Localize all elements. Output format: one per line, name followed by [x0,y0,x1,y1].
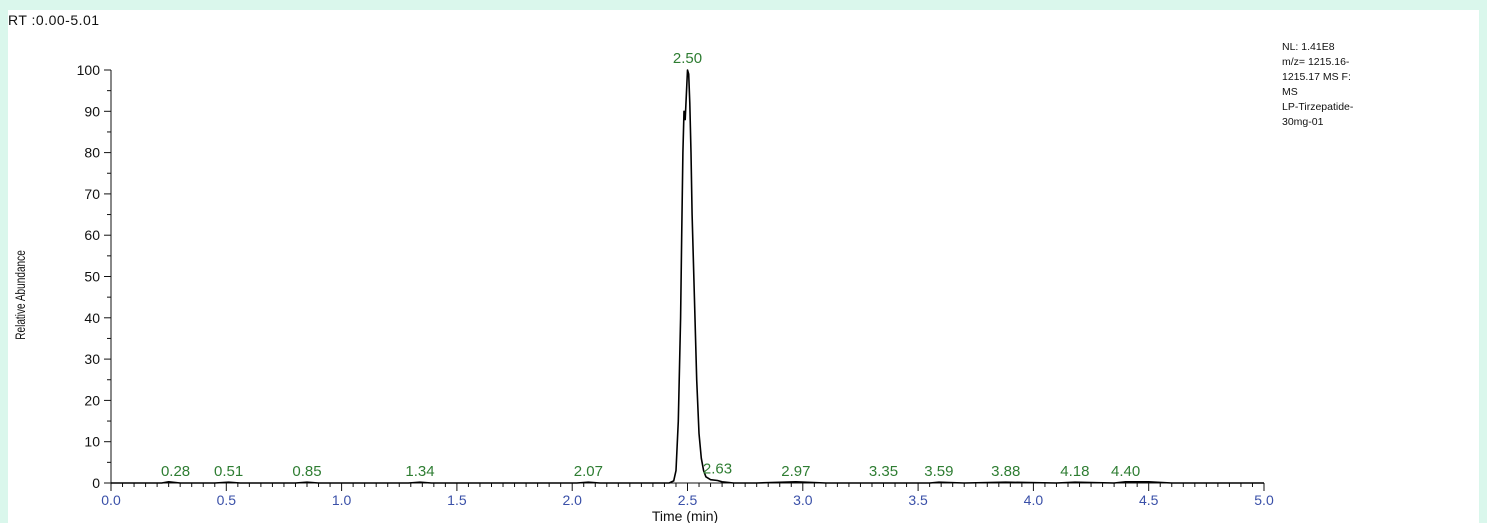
chromatogram-frame: RT :0.00-5.01 NL: 1.41E8 m/z= 1215.16- 1… [8,10,1479,523]
x-tick-label: 1.0 [332,492,352,508]
peak-labels: 0.28 0.51 0.85 1.34 2.07 2.50 2.63 2.97 3.35 3.59… [161,50,1140,480]
peak-label: 2.63 [703,461,732,478]
chromatogram-trace [111,69,1264,484]
chromatogram-chart: RT :0.00-5.01 NL: 1.41E8 m/z= 1215.16- 1… [8,12,1354,523]
x-tick-label: 2.0 [562,492,582,508]
peak-label: 0.85 [292,463,321,480]
x-axis-label: Time (min) [652,508,718,523]
info-line: MS [1282,86,1298,98]
x-tick-label: 1.5 [447,492,467,508]
info-line: LP-Tirzepatide- [1282,101,1354,113]
y-tick-label: 20 [84,392,100,408]
peak-label: 3.59 [924,463,953,480]
y-tick-label: 40 [84,310,100,326]
x-tick-label: 4.5 [1139,492,1159,508]
info-block: NL: 1.41E8 m/z= 1215.16- 1215.17 MS F: M… [1282,41,1354,128]
peak-label: 2.50 [673,50,702,67]
y-ticks: 0 10 20 30 40 50 60 70 80 90 100 [77,62,111,491]
rt-range-label: RT :0.00-5.01 [8,12,100,28]
y-tick-label: 60 [84,227,100,243]
peak-label: 0.51 [214,463,243,480]
x-tick-label: 2.5 [678,492,698,508]
y-tick-label: 50 [84,269,100,285]
y-tick-label: 70 [84,186,100,202]
peak-label: 2.07 [574,463,603,480]
info-line: NL: 1.41E8 [1282,41,1335,53]
peak-label: 4.40 [1111,463,1140,480]
peak-label: 3.88 [991,463,1020,480]
x-tick-label: 4.0 [1024,492,1044,508]
info-line: 30mg-01 [1282,116,1324,128]
trace-layer [111,69,1264,484]
y-axis-label: Relative Abundance [12,250,28,340]
y-tick-label: 0 [92,475,100,491]
y-tick-label: 90 [84,103,100,119]
x-tick-label: 0.5 [217,492,237,508]
peak-label: 1.34 [405,463,434,480]
y-tick-label: 10 [84,434,100,450]
x-tick-label: 3.0 [793,492,813,508]
y-tick-label: 80 [84,145,100,161]
info-line: 1215.17 MS F: [1282,71,1351,83]
peak-label: 4.18 [1060,463,1089,480]
x-tick-label: 5.0 [1254,492,1274,508]
info-line: m/z= 1215.16- [1282,56,1350,68]
y-tick-label: 30 [84,351,100,367]
x-tick-label: 0.0 [101,492,121,508]
y-tick-label: 100 [77,62,101,78]
x-ticks: 0.0 0.5 1.0 1.5 2.0 2.5 3.0 3.5 4.0 4.5 5.0 [101,483,1274,508]
peak-label: 3.35 [869,463,898,480]
peak-label: 2.97 [781,463,810,480]
peak-label: 0.28 [161,463,190,480]
x-tick-label: 3.5 [908,492,928,508]
